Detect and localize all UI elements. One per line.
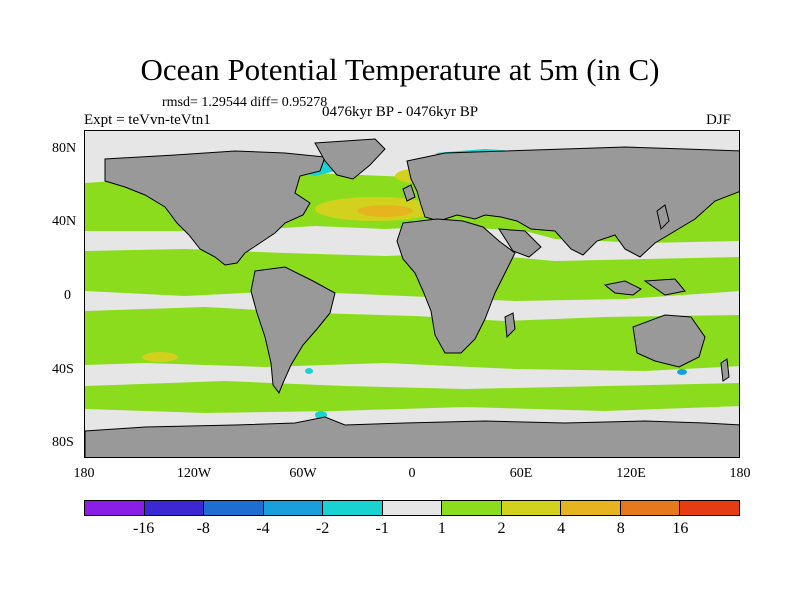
lat-tick-label: 0 xyxy=(64,288,71,303)
colorbar-tick-label: 16 xyxy=(672,520,689,537)
colorbar-swatch xyxy=(204,501,264,515)
colorbar-swatch xyxy=(85,501,145,515)
colorbar-tick-label: 2 xyxy=(497,520,506,537)
lat-tick-label: 80N xyxy=(52,141,77,156)
colorbar-swatch xyxy=(144,501,205,515)
colorbar-tick-label: 4 xyxy=(557,520,566,537)
lon-tick-label: 180 xyxy=(73,466,95,481)
colorbar-swatch xyxy=(680,501,740,515)
land-masses xyxy=(85,138,739,457)
colorbar-tick-label: 1 xyxy=(437,520,446,537)
lon-tick-label: 60W xyxy=(289,466,317,481)
lat-tick-label: 40S xyxy=(52,362,74,377)
lon-tick-label: 60E xyxy=(509,466,533,481)
plot-title: Ocean Potential Temperature at 5m (in C) xyxy=(140,52,660,87)
colorbar-tick-label: -1 xyxy=(375,520,389,537)
colorbar-tick-label: -4 xyxy=(256,520,270,537)
rmsd-diff-stats: rmsd= 1.29544 diff= 0.95278 xyxy=(162,95,328,110)
colorbar-swatch xyxy=(263,501,324,515)
colorbar-swatch xyxy=(501,501,562,515)
lon-tick-label: 120W xyxy=(176,466,212,481)
colorbar-tick-label: -2 xyxy=(315,520,330,537)
lon-tick-label: 0 xyxy=(408,466,416,481)
colorbar-tick-label: 8 xyxy=(616,520,625,537)
lon-tick-label: 180 xyxy=(729,466,751,481)
lat-tick-label: 40N xyxy=(52,214,77,229)
experiment-label: Expt = teVvn-teVtn1 xyxy=(84,112,211,128)
colorbar-swatch xyxy=(382,501,443,515)
world-map xyxy=(85,138,739,457)
colorbar-swatch xyxy=(323,501,383,515)
colorbar-swatch xyxy=(442,501,502,515)
season-label: DJF xyxy=(706,112,732,128)
lon-tick-label: 120E xyxy=(616,466,646,481)
colorbar-swatch xyxy=(561,501,621,515)
colorbar xyxy=(84,500,740,516)
colorbar-tick-label: -16 xyxy=(132,520,155,537)
map-panel xyxy=(84,130,740,458)
period-label: 0476kyr BP - 0476kyr BP xyxy=(322,104,479,120)
lat-tick-label: 80S xyxy=(52,435,74,450)
colorbar-tick-label: -8 xyxy=(196,520,210,537)
colorbar-swatch xyxy=(620,501,681,515)
